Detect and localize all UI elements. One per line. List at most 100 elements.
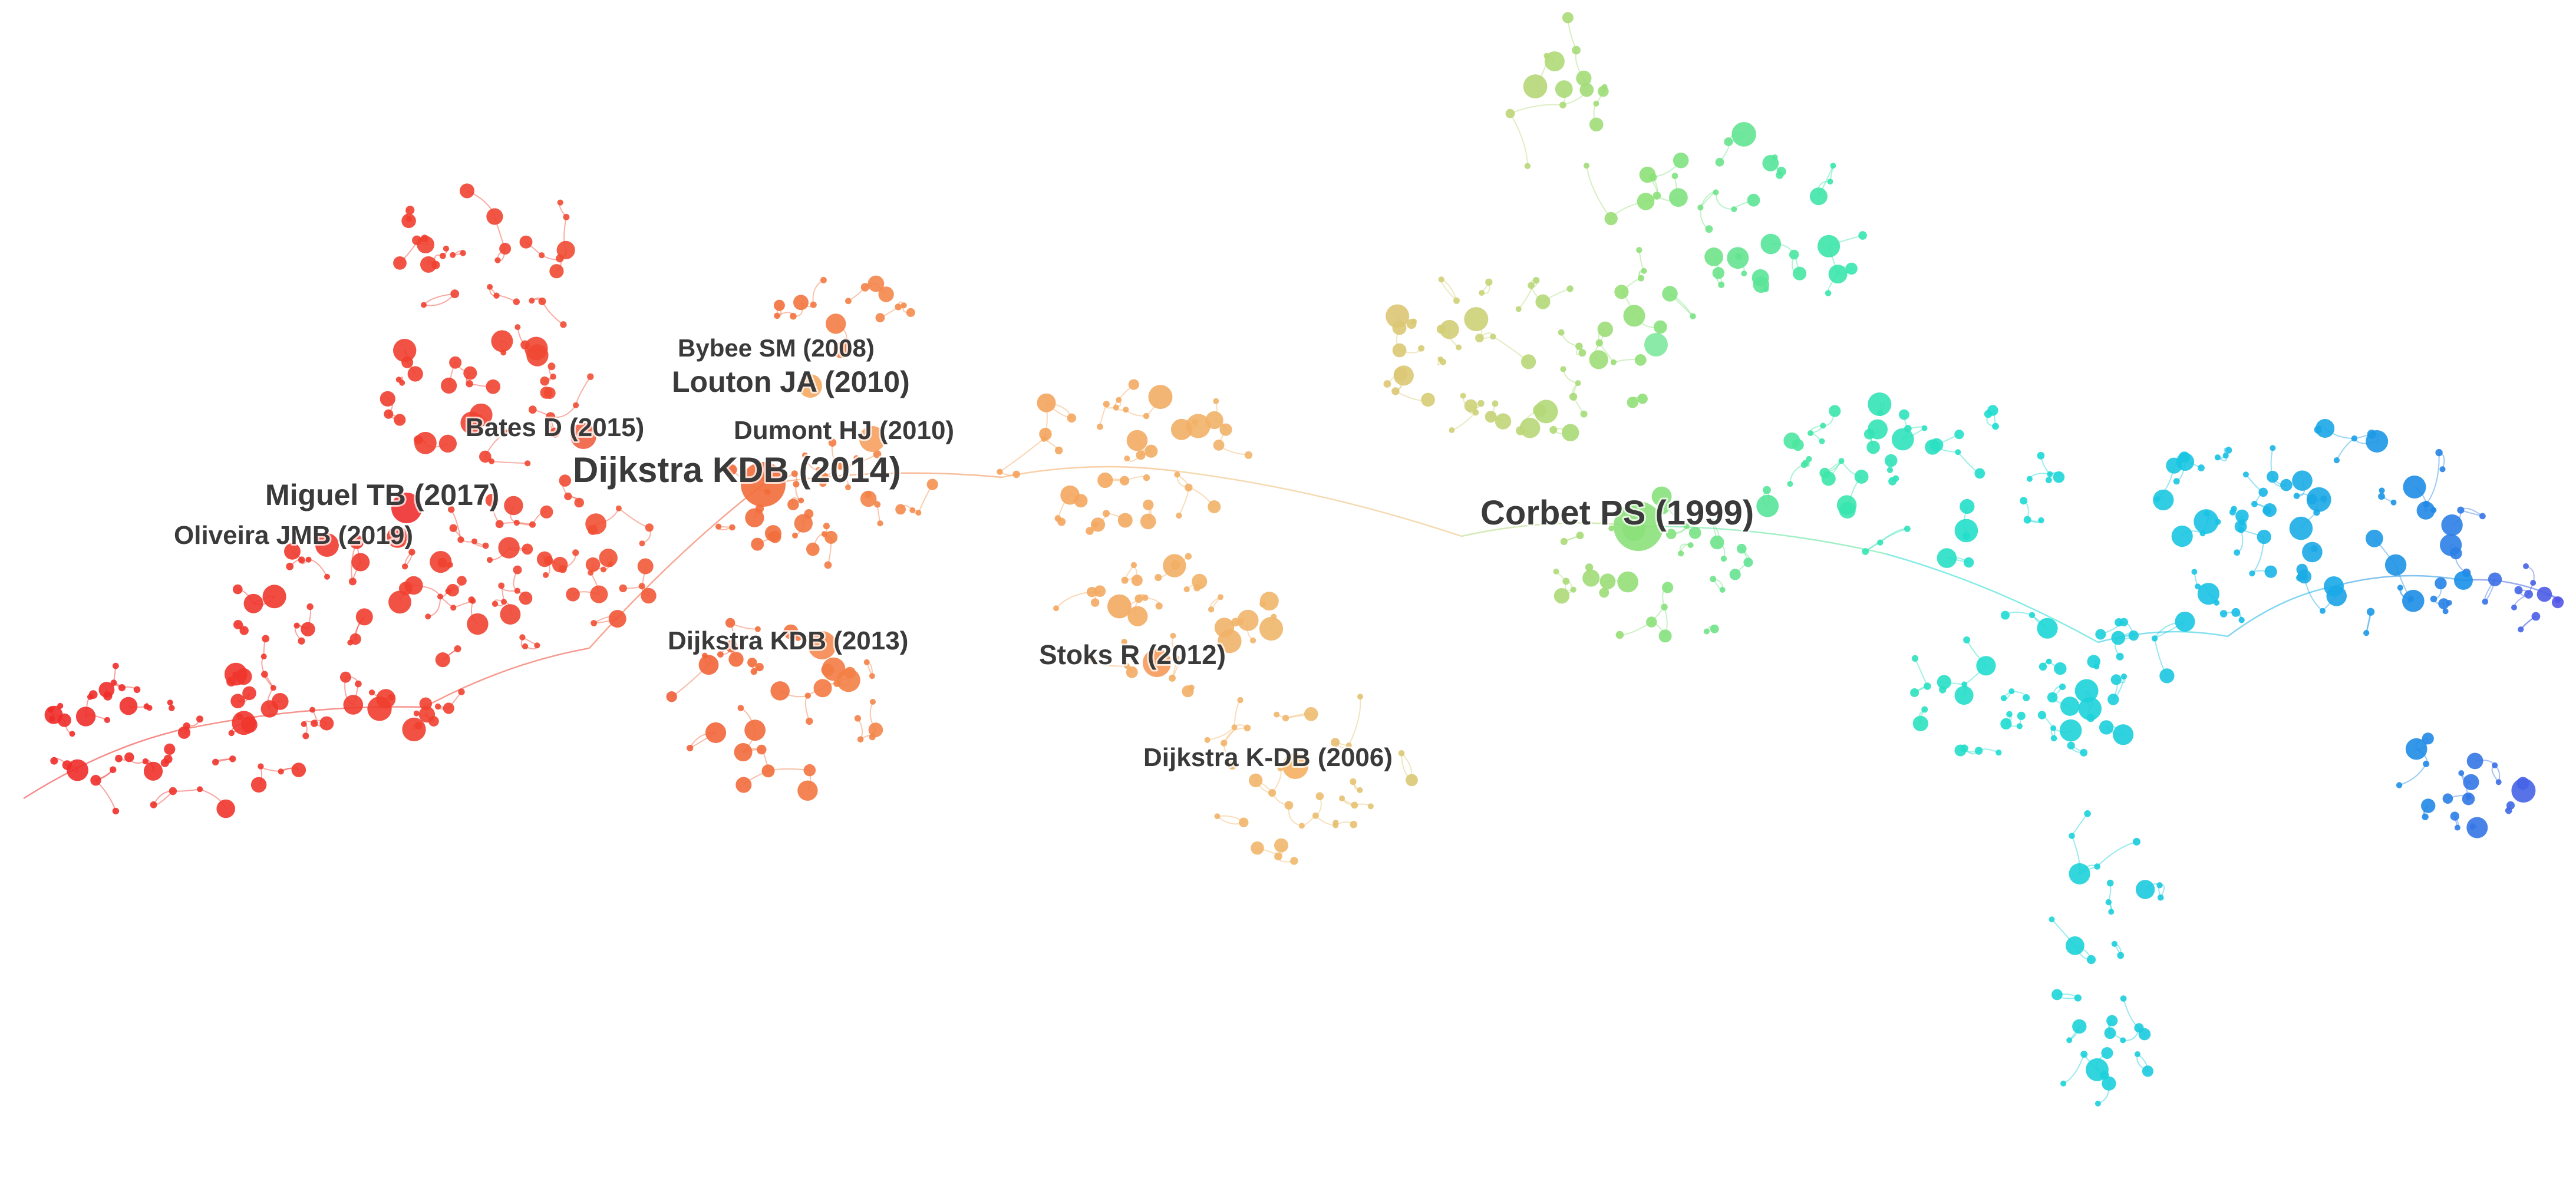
network-node[interactable] (1891, 428, 1914, 451)
network-node[interactable] (926, 478, 938, 490)
network-node[interactable] (1453, 297, 1460, 304)
network-node[interactable] (895, 504, 906, 515)
network-node[interactable] (1120, 476, 1130, 486)
network-node[interactable] (2238, 527, 2244, 533)
network-node[interactable] (1204, 737, 1211, 743)
network-node[interactable] (1646, 616, 1657, 628)
hub-node-dijkstra-2014[interactable] (741, 462, 786, 507)
network-node[interactable] (504, 496, 523, 516)
network-node[interactable] (1143, 412, 1150, 420)
network-node[interactable] (1683, 523, 1690, 529)
hub-node-corbet-1999[interactable] (1614, 501, 1663, 551)
network-node[interactable] (495, 520, 504, 529)
network-node[interactable] (233, 620, 243, 629)
network-node[interactable] (2524, 590, 2533, 599)
network-node[interactable] (547, 362, 556, 371)
network-node[interactable] (2120, 995, 2127, 1002)
network-node[interactable] (1558, 329, 1565, 336)
network-node[interactable] (469, 403, 493, 427)
network-node[interactable] (1601, 84, 1608, 90)
network-node[interactable] (2001, 610, 2010, 620)
network-node[interactable] (437, 593, 443, 600)
network-node[interactable] (489, 458, 495, 464)
network-node[interactable] (637, 558, 654, 575)
network-node[interactable] (1519, 417, 1541, 438)
network-node[interactable] (1763, 286, 1769, 292)
network-node[interactable] (1925, 439, 1941, 455)
network-node[interactable] (774, 312, 780, 319)
network-node[interactable] (559, 474, 572, 487)
network-node[interactable] (645, 523, 654, 532)
network-node[interactable] (790, 312, 797, 320)
network-node[interactable] (1671, 173, 1678, 179)
network-node[interactable] (564, 492, 572, 500)
network-node[interactable] (1910, 688, 1919, 697)
network-node[interactable] (806, 542, 820, 556)
network-node[interactable] (243, 593, 263, 613)
network-node[interactable] (1653, 192, 1661, 200)
network-node[interactable] (2462, 792, 2475, 806)
network-node[interactable] (2111, 940, 2117, 947)
network-node[interactable] (587, 373, 594, 380)
network-node[interactable] (2153, 489, 2174, 511)
network-node[interactable] (2239, 519, 2246, 526)
network-node[interactable] (2440, 534, 2462, 556)
network-node[interactable] (1553, 568, 1559, 575)
network-node[interactable] (1712, 267, 1724, 279)
network-node[interactable] (2047, 471, 2053, 477)
network-node[interactable] (2231, 506, 2237, 513)
network-node[interactable] (1576, 70, 1592, 86)
network-node[interactable] (1406, 319, 1417, 329)
network-node[interactable] (443, 702, 454, 714)
network-node[interactable] (1862, 548, 1869, 555)
network-node[interactable] (261, 671, 268, 678)
network-node[interactable] (355, 608, 373, 626)
network-node[interactable] (863, 659, 870, 665)
network-node[interactable] (1569, 392, 1578, 401)
network-node[interactable] (2492, 762, 2498, 768)
network-node[interactable] (143, 704, 150, 709)
network-node[interactable] (2516, 777, 2529, 790)
network-node[interactable] (1193, 584, 1201, 592)
network-node[interactable] (550, 373, 556, 380)
network-node[interactable] (1208, 500, 1221, 513)
network-node[interactable] (457, 536, 464, 543)
network-node[interactable] (860, 490, 877, 507)
network-node[interactable] (395, 377, 402, 383)
network-node[interactable] (1653, 320, 1667, 334)
network-node[interactable] (2008, 688, 2015, 695)
network-node[interactable] (2514, 586, 2523, 595)
network-node[interactable] (2117, 952, 2125, 959)
network-node[interactable] (1708, 518, 1715, 525)
network-node[interactable] (2138, 1028, 2151, 1041)
network-node[interactable] (1350, 820, 1358, 828)
network-node[interactable] (1555, 80, 1573, 98)
network-node[interactable] (1173, 655, 1180, 662)
network-node[interactable] (435, 652, 450, 668)
hub-node-louton-2010[interactable] (799, 374, 822, 398)
network-node[interactable] (1868, 419, 1888, 440)
network-node[interactable] (2234, 549, 2241, 556)
network-node[interactable] (319, 716, 334, 731)
network-node[interactable] (2270, 445, 2276, 451)
network-node[interactable] (1144, 444, 1158, 458)
network-node[interactable] (2222, 453, 2229, 459)
network-node[interactable] (421, 302, 427, 308)
network-node[interactable] (1992, 422, 1999, 430)
network-node[interactable] (2351, 435, 2358, 442)
network-node[interactable] (1963, 557, 1974, 568)
network-node[interactable] (150, 801, 157, 808)
network-node[interactable] (590, 585, 608, 603)
network-node[interactable] (2120, 674, 2128, 680)
network-node[interactable] (1704, 247, 1724, 266)
network-node[interactable] (164, 743, 176, 755)
network-node[interactable] (2047, 692, 2058, 703)
network-node[interactable] (1274, 852, 1282, 861)
network-node[interactable] (1731, 122, 1756, 147)
network-node[interactable] (1604, 212, 1618, 226)
network-node[interactable] (804, 692, 812, 699)
network-node[interactable] (836, 668, 860, 692)
network-node[interactable] (1244, 451, 1253, 459)
network-node[interactable] (448, 506, 455, 513)
network-node[interactable] (546, 412, 556, 422)
